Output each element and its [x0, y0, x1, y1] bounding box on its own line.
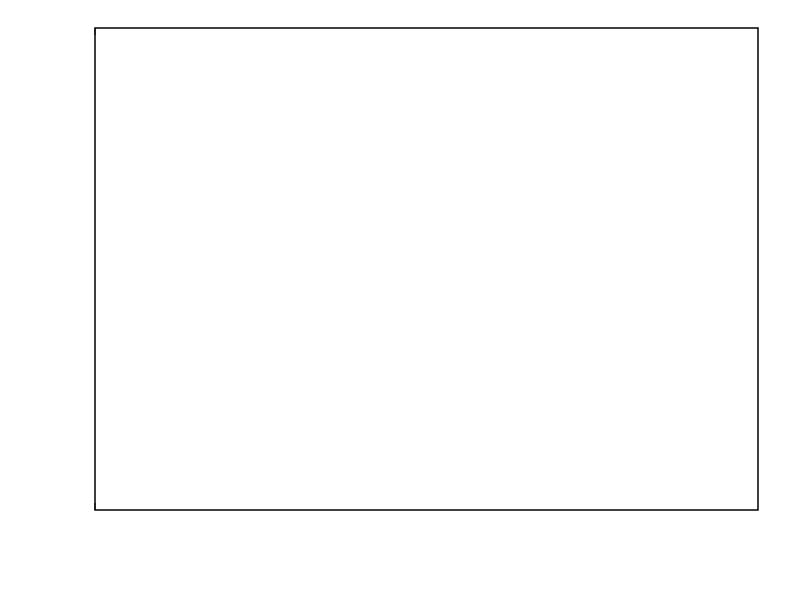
chart-svg — [0, 0, 788, 591]
plot-frame — [95, 28, 758, 510]
chart-container — [0, 0, 788, 591]
